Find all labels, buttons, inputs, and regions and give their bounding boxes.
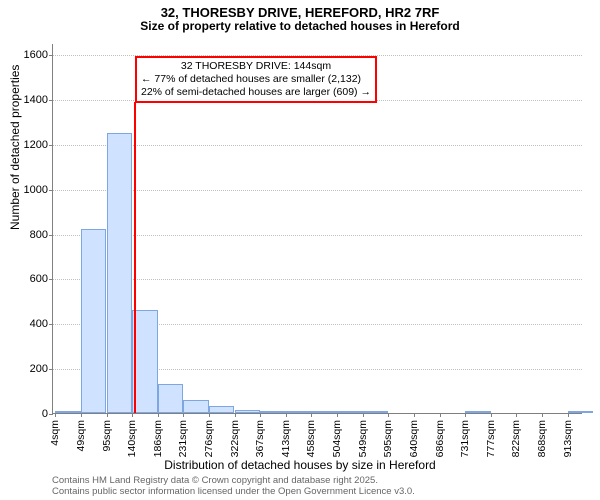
- chart-title-line1: 32, THORESBY DRIVE, HEREFORD, HR2 7RF: [0, 0, 600, 20]
- y-tick-mark: [49, 235, 53, 236]
- x-tick-label: 367sqm: [254, 420, 266, 457]
- x-tick-label: 640sqm: [408, 420, 420, 457]
- credits-line2: Contains public sector information licen…: [52, 487, 415, 498]
- x-tick-label: 186sqm: [152, 420, 164, 457]
- gridline: [53, 190, 582, 191]
- x-tick-mark: [158, 413, 159, 417]
- histogram-chart: 020040060080010001200140016004sqm49sqm95…: [52, 44, 582, 414]
- x-tick-label: 49sqm: [75, 420, 87, 452]
- x-tick-mark: [55, 413, 56, 417]
- annotation-box: 32 THORESBY DRIVE: 144sqm← 77% of detach…: [135, 56, 377, 103]
- histogram-bar: [363, 411, 389, 413]
- y-tick-label: 1000: [8, 184, 48, 196]
- x-tick-mark: [183, 413, 184, 417]
- gridline: [53, 279, 582, 280]
- x-tick-label: 140sqm: [126, 420, 138, 457]
- histogram-bar: [183, 400, 209, 413]
- x-tick-mark: [311, 413, 312, 417]
- annotation-line: ← 77% of detached houses are smaller (2,…: [141, 73, 371, 86]
- y-tick-label: 800: [8, 229, 48, 241]
- y-tick-label: 1200: [8, 139, 48, 151]
- histogram-bar: [209, 406, 235, 413]
- histogram-bar: [311, 411, 337, 413]
- y-tick-label: 0: [8, 408, 48, 420]
- x-tick-mark: [516, 413, 517, 417]
- histogram-bar: [107, 133, 133, 413]
- x-tick-label: 231sqm: [177, 420, 189, 457]
- credits: Contains HM Land Registry data © Crown c…: [52, 476, 415, 498]
- x-tick-label: 504sqm: [331, 420, 343, 457]
- histogram-bar: [337, 411, 363, 413]
- y-tick-label: 600: [8, 273, 48, 285]
- x-tick-label: 413sqm: [280, 420, 292, 457]
- x-tick-mark: [491, 413, 492, 417]
- histogram-bar: [260, 411, 286, 413]
- x-tick-mark: [542, 413, 543, 417]
- annotation-line: 32 THORESBY DRIVE: 144sqm: [141, 60, 371, 73]
- x-tick-label: 276sqm: [203, 420, 215, 457]
- histogram-bar: [235, 410, 261, 413]
- y-tick-mark: [49, 414, 53, 415]
- gridline: [53, 235, 582, 236]
- y-tick-label: 200: [8, 363, 48, 375]
- x-tick-label: 549sqm: [357, 420, 369, 457]
- y-tick-mark: [49, 324, 53, 325]
- x-tick-mark: [260, 413, 261, 417]
- x-tick-label: 95sqm: [101, 420, 113, 452]
- x-tick-label: 868sqm: [536, 420, 548, 457]
- histogram-bar: [465, 411, 491, 413]
- y-tick-label: 1600: [8, 49, 48, 61]
- histogram-bar: [81, 229, 107, 413]
- x-tick-mark: [132, 413, 133, 417]
- y-tick-mark: [49, 100, 53, 101]
- x-tick-mark: [414, 413, 415, 417]
- marker-line: [134, 102, 136, 413]
- x-tick-mark: [388, 413, 389, 417]
- histogram-bar: [55, 411, 81, 413]
- x-tick-label: 822sqm: [510, 420, 522, 457]
- x-tick-label: 595sqm: [382, 420, 394, 457]
- x-tick-mark: [286, 413, 287, 417]
- y-tick-mark: [49, 369, 53, 370]
- histogram-bar: [568, 411, 594, 413]
- x-tick-label: 777sqm: [485, 420, 497, 457]
- y-tick-mark: [49, 145, 53, 146]
- histogram-bar: [286, 411, 312, 413]
- y-tick-mark: [49, 55, 53, 56]
- x-tick-mark: [81, 413, 82, 417]
- x-tick-mark: [440, 413, 441, 417]
- y-tick-label: 1400: [8, 94, 48, 106]
- x-tick-label: 458sqm: [305, 420, 317, 457]
- x-tick-mark: [235, 413, 236, 417]
- chart-title-line2: Size of property relative to detached ho…: [0, 20, 600, 33]
- x-tick-mark: [337, 413, 338, 417]
- annotation-line: 22% of semi-detached houses are larger (…: [141, 86, 371, 99]
- gridline: [53, 145, 582, 146]
- y-tick-label: 400: [8, 318, 48, 330]
- x-tick-label: 686sqm: [434, 420, 446, 457]
- plot-area: 020040060080010001200140016004sqm49sqm95…: [52, 44, 582, 414]
- y-tick-mark: [49, 279, 53, 280]
- x-axis-title: Distribution of detached houses by size …: [0, 458, 600, 472]
- x-tick-label: 322sqm: [229, 420, 241, 457]
- x-tick-mark: [107, 413, 108, 417]
- x-tick-mark: [209, 413, 210, 417]
- x-tick-label: 4sqm: [49, 420, 61, 446]
- y-tick-mark: [49, 190, 53, 191]
- x-tick-label: 731sqm: [459, 420, 471, 457]
- histogram-bar: [158, 384, 184, 413]
- x-tick-mark: [363, 413, 364, 417]
- x-tick-label: 913sqm: [562, 420, 574, 457]
- x-tick-mark: [568, 413, 569, 417]
- x-tick-mark: [465, 413, 466, 417]
